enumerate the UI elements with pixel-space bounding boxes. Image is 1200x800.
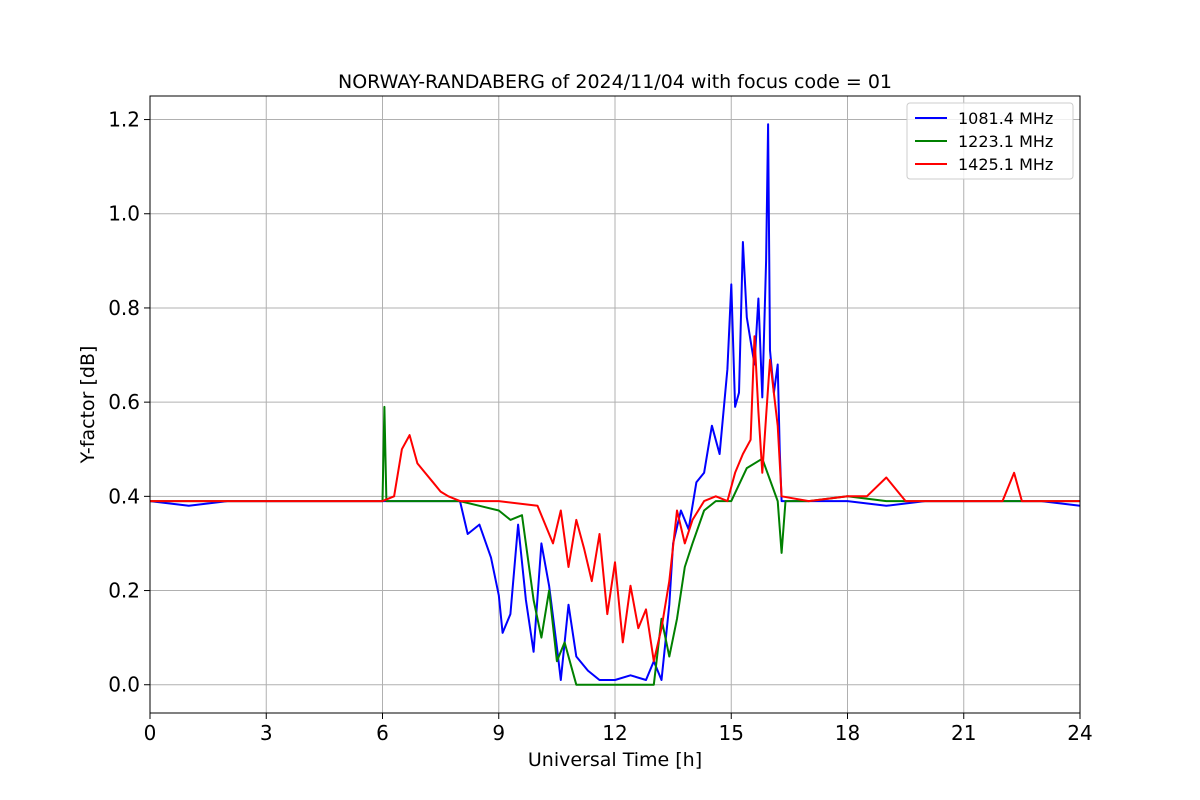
x-tick-label: 24 [1067, 721, 1092, 745]
legend-label: 1425.1 MHz [958, 155, 1053, 174]
y-tick-label: 1.0 [108, 202, 140, 226]
legend-label: 1223.1 MHz [958, 132, 1053, 151]
y-tick-label: 0.8 [108, 296, 140, 320]
y-axis-label: Y-factor [dB] [77, 346, 99, 465]
chart-title: NORWAY-RANDABERG of 2024/11/04 with focu… [338, 71, 892, 93]
x-tick-label: 0 [144, 721, 157, 745]
y-tick-label: 0.2 [108, 579, 140, 603]
x-tick-label: 12 [602, 721, 627, 745]
x-tick-label: 3 [260, 721, 273, 745]
y-tick-label: 0.6 [108, 390, 140, 414]
series-line-3 [150, 335, 1080, 663]
y-tick-label: 0.0 [108, 673, 140, 697]
x-tick-label: 6 [376, 721, 389, 745]
series-layer [149, 123, 1081, 686]
y-tick-label: 1.2 [108, 108, 140, 132]
ticks: 0 3 6 9 12 15 18 21 24 0.0 0.2 0.4 0.6 0.8 1.0 1.2 [108, 108, 1093, 745]
legend-box [906, 102, 1074, 180]
series-line-2 [150, 405, 1080, 686]
series-line-1 [149, 123, 1081, 681]
x-tick-label: 21 [951, 721, 976, 745]
legend: 1081.4 MHz 1223.1 MHz 1425.1 MHz [906, 102, 1074, 180]
x-axis-label: Universal Time [h] [528, 749, 702, 771]
y-tick-label: 0.4 [108, 484, 140, 508]
x-tick-label: 9 [492, 721, 505, 745]
legend-label: 1081.4 MHz [958, 109, 1053, 128]
x-tick-label: 15 [719, 721, 744, 745]
x-tick-label: 18 [835, 721, 860, 745]
